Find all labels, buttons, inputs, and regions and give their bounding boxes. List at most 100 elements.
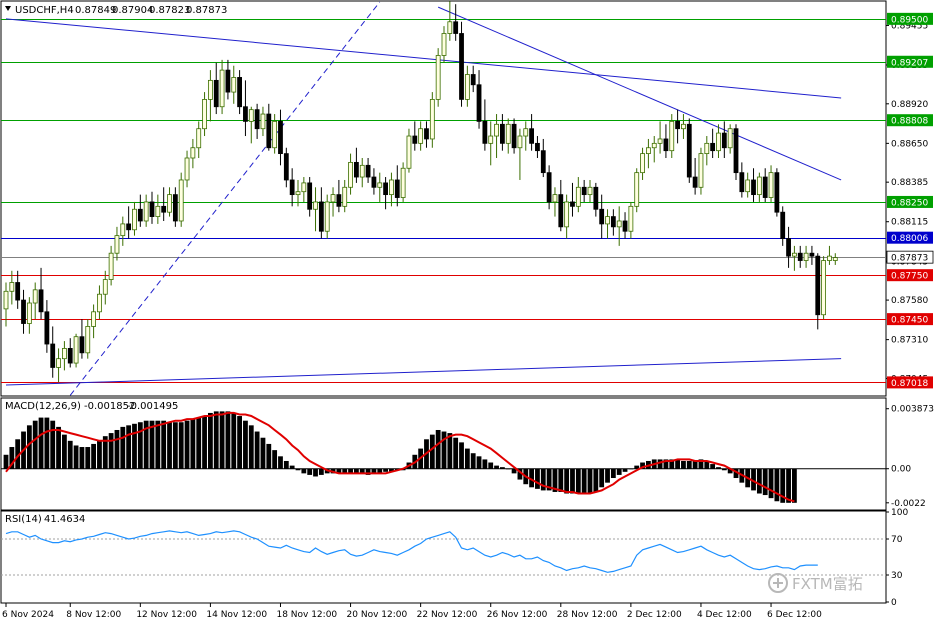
price-tick-label: 0.87580 [891,296,928,306]
candle-body [383,182,389,196]
candle [97,285,102,320]
candle [365,157,371,183]
candle-body [178,179,184,222]
candle [155,194,161,224]
candle-body [657,138,663,144]
macd-histogram-bar [751,468,756,491]
macd-histogram-bar [716,467,721,469]
candle-body [283,153,289,181]
candle [295,179,301,207]
candle-body [464,74,470,100]
macd-tick-label: 0.00 [891,465,911,475]
time-tick-label: 4 Dec 12:00 [697,610,752,620]
candle-body [634,172,640,207]
macd-histogram-bar [97,440,102,469]
candle-body [733,128,739,174]
macd-histogram-bar [237,416,242,469]
level-price-tag [887,12,933,25]
macd-histogram-bar [377,468,383,474]
candle-body [476,84,482,122]
candle-body [32,289,38,304]
candle-body [739,172,745,193]
candle-body [727,128,733,149]
candle [476,70,482,129]
time-tick-label: 12 Nov 12:00 [136,610,197,620]
macd-histogram-bar [616,468,622,475]
macd-histogram-bar [62,434,67,469]
candle [56,348,61,383]
candle-body [470,74,476,86]
candle-body [721,132,727,149]
candle [254,103,260,139]
candle [67,338,73,368]
candle [272,114,278,154]
candle [786,226,791,268]
macd-histogram-bar [359,468,365,474]
candle-body [231,77,237,93]
candle-body [809,252,815,257]
candle-body [546,172,552,203]
candle [278,109,283,166]
candle-body [698,153,704,188]
macd-histogram-bar [266,443,272,469]
time-axis: 6 Nov 2024 8 Nov 12:00 12 Nov 12:00 14 Nov … [2,603,822,620]
candle-body [272,120,278,149]
time-tick-label: 8 Nov 12:00 [66,610,121,620]
candle [435,48,441,107]
candle-body [803,252,809,261]
candle [681,114,686,139]
rsi-line [5,530,818,573]
candle-body [622,220,628,232]
macd-histogram-bar [161,420,167,469]
candle-body [581,186,587,196]
macd-histogram-bar [260,437,266,469]
macd-histogram-bar [476,456,482,469]
candle [190,138,196,169]
candle-body [832,257,838,261]
macd-histogram-bar [137,422,143,469]
macd-histogram-bar [243,420,248,469]
macd-histogram-bar [167,422,172,469]
candle-body [675,120,680,130]
candle-body [38,289,44,313]
dropdown-triangle-icon[interactable] [5,6,11,11]
candle-body [336,194,342,207]
candle-body [3,290,9,310]
macd-histogram-bar [383,468,388,472]
candle [616,206,622,246]
candle-body [669,120,675,152]
candle [219,59,225,115]
candle [809,245,815,265]
macd-histogram-bar [558,468,564,492]
candle [289,168,295,207]
macd-histogram-bar [459,442,464,469]
candle [196,121,202,158]
candle [324,194,330,239]
candle [716,124,721,158]
candle [307,177,313,217]
macd-histogram-bar [453,437,459,469]
candle-body [196,128,202,149]
candle [424,121,429,148]
macd-histogram-bar [178,422,184,469]
candle-body [313,201,318,210]
macd-histogram-bar [435,429,441,469]
candle [85,319,91,359]
candle-body [172,194,178,222]
macd-histogram-bar [792,468,797,503]
candle [330,187,336,217]
channel-line-3 [69,1,381,396]
level-price-tag [887,114,933,127]
candle [581,179,587,202]
macd-histogram-bar [155,420,161,469]
candle-body [126,223,132,231]
macd-histogram-bar [675,459,680,469]
macd-histogram-bar [552,468,558,492]
candle-body [692,176,698,188]
macd-histogram-bar [587,468,593,494]
candle-body [359,164,365,178]
candle-body [599,208,605,225]
macd-histogram-bar [704,460,710,469]
candle-body [815,255,821,316]
